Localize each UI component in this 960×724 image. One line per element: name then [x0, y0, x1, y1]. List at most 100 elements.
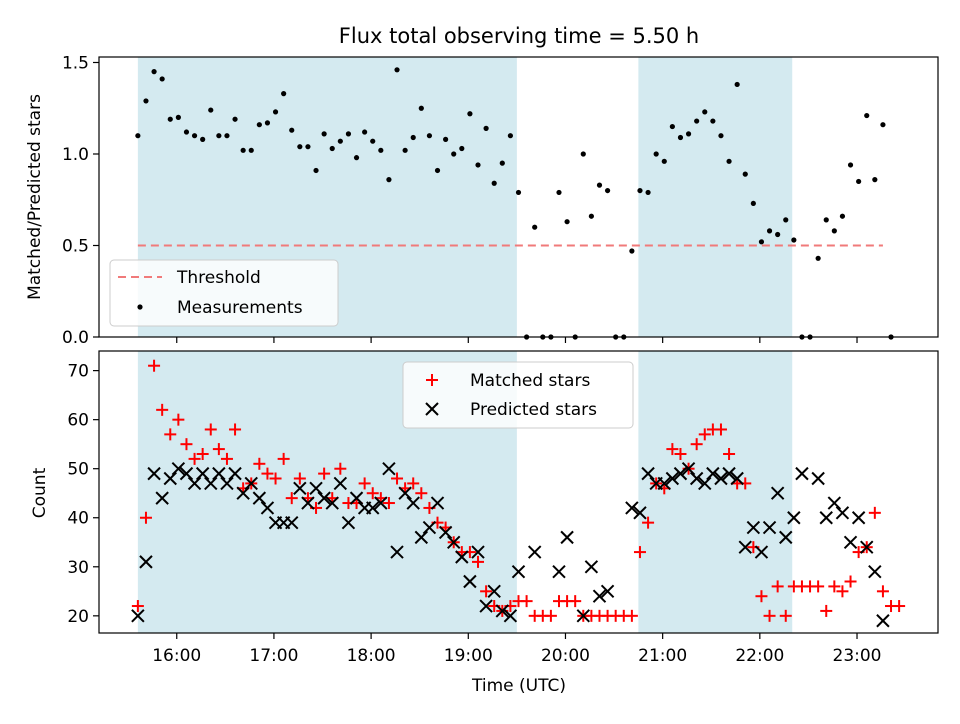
matched-star-point — [164, 428, 177, 441]
measurement-point — [645, 189, 651, 196]
x-tick-label: 17:00 — [249, 646, 298, 666]
matched-star-point — [633, 546, 646, 559]
measurement-point — [742, 171, 748, 177]
y-tick-label: 40 — [67, 509, 89, 529]
matched-star-point — [131, 600, 144, 613]
predicted-star-point — [155, 491, 169, 505]
predicted-star-point — [463, 574, 477, 589]
matched-star-point — [763, 609, 776, 622]
predicted-star-point — [171, 461, 186, 476]
measurement-point — [191, 133, 198, 139]
measurement-point — [459, 145, 465, 152]
predicted-star-point — [317, 491, 331, 505]
predicted-star-point — [455, 550, 469, 564]
predicted-star-point — [179, 466, 194, 481]
measurement-point — [289, 127, 295, 133]
predicted-star-point — [438, 525, 453, 540]
matched-star-point — [544, 609, 557, 622]
measurement-point — [604, 187, 611, 194]
top-plot-frame — [98, 56, 939, 338]
y-tick-label: 0.0 — [62, 328, 89, 348]
measurement-point — [135, 133, 141, 139]
predicted-star-point — [187, 476, 202, 491]
matched-star-point — [698, 428, 711, 441]
matched-star-point — [382, 497, 395, 510]
measurement-point — [151, 69, 157, 75]
matched-star-point — [415, 487, 428, 500]
measurement-point — [386, 177, 392, 183]
predicted-star-point — [746, 520, 761, 535]
legend-threshold-label: Threshold — [176, 268, 261, 288]
matched-star-point — [779, 609, 792, 622]
matched-star-point — [188, 452, 201, 465]
measurement-point — [159, 76, 165, 82]
predicted-star-point — [301, 496, 315, 510]
measurement-point — [629, 248, 635, 254]
matched-star-point — [391, 472, 404, 485]
matched-star-point — [293, 472, 306, 485]
measurement-point — [685, 131, 692, 137]
x-tick-label: 18:00 — [347, 646, 396, 666]
predicted-star-point — [147, 466, 161, 481]
measurement-point — [564, 219, 570, 225]
measurement-point — [264, 120, 271, 126]
predicted-star-point — [341, 515, 356, 530]
y-tick-label: 1.5 — [62, 53, 89, 73]
matched-star-point — [480, 585, 493, 598]
x-tick-label: 21:00 — [638, 646, 687, 666]
predicted-star-point — [236, 486, 250, 500]
x-tick-label: 20:00 — [541, 646, 590, 666]
measurement-point — [200, 136, 206, 142]
measurement-point — [426, 133, 433, 139]
y-tick-label: 30 — [67, 558, 89, 578]
matched-star-point — [156, 403, 169, 416]
predicted-star-point — [244, 476, 258, 491]
predicted-star-point — [511, 564, 526, 579]
predicted-star-point — [430, 496, 445, 510]
predicted-star-point — [349, 491, 364, 505]
predicted-star-point — [374, 496, 388, 510]
matched-star-point — [196, 447, 209, 460]
predicted-star-point — [714, 471, 728, 486]
measurement-point — [791, 237, 797, 243]
predicted-star-point — [779, 530, 793, 545]
predicted-star-point — [398, 486, 412, 500]
matched-star-point — [334, 462, 347, 475]
predicted-star-point — [195, 466, 210, 481]
measurement-point — [556, 189, 562, 196]
predicted-star-point — [843, 535, 858, 549]
matched-star-point — [261, 467, 274, 480]
predicted-star-point — [600, 584, 615, 599]
measurement-point — [823, 217, 829, 223]
measurement-point — [305, 144, 311, 150]
x-axis-label: Time (UTC) — [471, 676, 566, 696]
matched-star-point — [520, 595, 533, 608]
bottom-ylabel: Count — [30, 467, 50, 518]
y-tick-label: 20 — [67, 607, 89, 627]
matched-star-point — [690, 438, 703, 451]
measurement-point — [272, 109, 279, 115]
measurement-point — [370, 138, 376, 144]
measurement-point — [637, 187, 643, 194]
matched-star-point — [642, 516, 655, 529]
predicted-star-point — [851, 511, 866, 525]
measurement-point — [596, 182, 603, 188]
predicted-star-point — [657, 476, 671, 491]
measurement-point — [580, 151, 586, 157]
top-panel: 0.0 0.5 1.0 1.5 Matched/Predicted stars Thr… — [25, 53, 939, 348]
measurement-point — [507, 133, 514, 139]
measurement-point — [337, 138, 343, 144]
measurement-point — [483, 125, 489, 131]
predicted-star-point — [811, 471, 825, 486]
x-tick-label: 22:00 — [735, 646, 784, 666]
measurement-point — [847, 162, 854, 168]
measurement-point — [718, 133, 724, 139]
predicted-star-point — [293, 481, 307, 496]
measurement-point — [183, 129, 190, 135]
measurement-point — [167, 116, 173, 122]
measurement-point — [864, 112, 870, 119]
predicted-star-point — [730, 471, 744, 486]
measurement-point — [815, 255, 821, 261]
predicted-star-point — [390, 545, 404, 559]
